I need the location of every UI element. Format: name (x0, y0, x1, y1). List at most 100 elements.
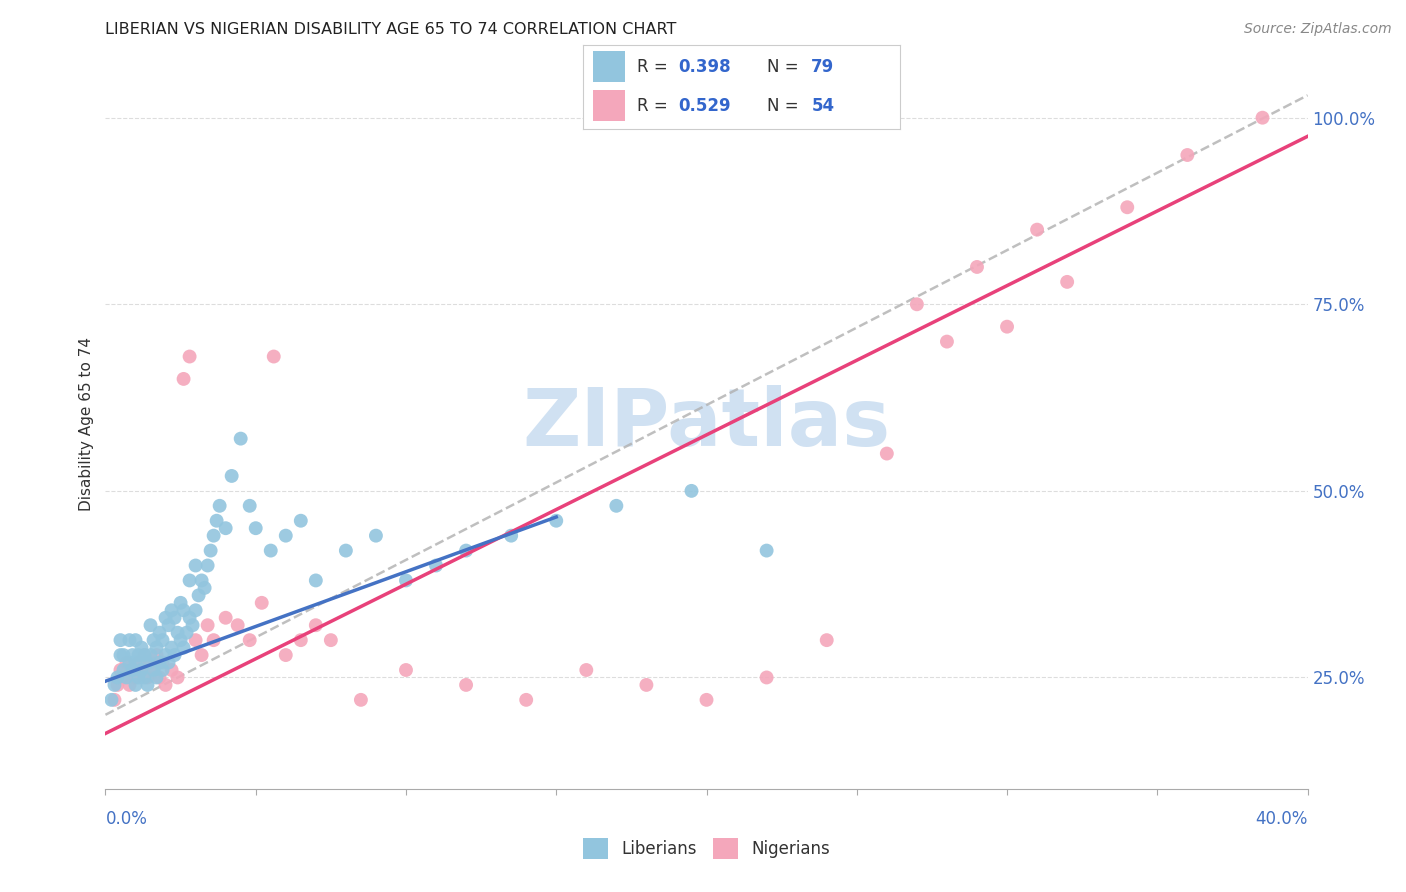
Point (226, 618, 249, 632)
Y-axis label: Disability Age 65 to 74: Disability Age 65 to 74 (79, 336, 94, 511)
Point (124, 670, 146, 684)
Text: N =: N = (768, 58, 804, 76)
Point (142, 663, 165, 677)
Point (454, 678, 477, 692)
Point (152, 633, 174, 648)
Point (905, 297, 928, 311)
Point (184, 558, 207, 573)
Point (173, 640, 195, 655)
Point (107, 670, 129, 684)
Point (139, 648, 162, 662)
Text: ZIPatlas: ZIPatlas (523, 384, 890, 463)
Point (128, 648, 150, 662)
Point (636, 678, 658, 692)
Point (395, 663, 418, 677)
Point (160, 603, 183, 617)
Point (121, 648, 143, 662)
Point (142, 663, 165, 677)
Point (112, 670, 135, 684)
Point (194, 581, 217, 595)
Point (145, 648, 167, 662)
Point (239, 499, 262, 513)
Point (1175, 148, 1198, 162)
Bar (593, 52, 624, 82)
Point (190, 648, 212, 662)
Point (148, 625, 170, 640)
Point (139, 656, 162, 670)
Text: LIBERIAN VS NIGERIAN DISABILITY AGE 65 TO 74 CORRELATION CHART: LIBERIAN VS NIGERIAN DISABILITY AGE 65 T… (105, 22, 676, 37)
Point (319, 633, 342, 648)
Text: 40.0%: 40.0% (1256, 810, 1308, 828)
Point (936, 334, 959, 349)
Point (173, 372, 195, 386)
Point (696, 693, 718, 707)
Point (221, 469, 243, 483)
Point (214, 521, 236, 535)
Point (155, 648, 177, 662)
Point (995, 319, 1018, 334)
Point (148, 670, 170, 684)
Point (160, 663, 183, 677)
Point (112, 663, 135, 677)
Point (200, 543, 222, 558)
Point (290, 633, 312, 648)
Point (184, 633, 207, 648)
Point (145, 670, 167, 684)
Point (214, 611, 236, 625)
Point (103, 678, 125, 692)
Point (208, 499, 231, 513)
Point (136, 678, 159, 692)
Text: Source: ZipAtlas.com: Source: ZipAtlas.com (1244, 22, 1392, 37)
Text: R =: R = (637, 58, 673, 76)
Point (205, 514, 228, 528)
Point (350, 693, 373, 707)
Point (169, 633, 191, 648)
Point (128, 656, 150, 670)
Point (148, 656, 170, 670)
Point (263, 350, 285, 364)
Point (118, 633, 141, 648)
Point (176, 625, 198, 640)
Point (260, 543, 283, 558)
Point (454, 543, 477, 558)
Point (136, 670, 159, 684)
Point (290, 514, 312, 528)
Point (121, 663, 143, 677)
Point (163, 648, 186, 662)
Point (239, 633, 262, 648)
Point (395, 574, 418, 588)
Point (197, 558, 219, 573)
Point (190, 574, 212, 588)
Legend: Liberians, Nigerians: Liberians, Nigerians (576, 831, 837, 865)
Point (142, 633, 165, 648)
Point (110, 663, 132, 677)
Point (966, 260, 988, 274)
Point (157, 656, 180, 670)
Point (131, 663, 153, 677)
Point (815, 633, 838, 648)
Point (160, 640, 183, 655)
Point (124, 633, 146, 648)
Point (197, 618, 219, 632)
Point (169, 596, 191, 610)
Point (1056, 275, 1078, 289)
Point (155, 678, 177, 692)
Point (245, 521, 267, 535)
Point (173, 603, 195, 617)
Point (681, 483, 703, 498)
Point (118, 678, 141, 692)
Point (179, 611, 201, 625)
Bar (593, 90, 624, 120)
Point (131, 640, 153, 655)
Point (546, 514, 568, 528)
Point (166, 670, 188, 684)
Point (163, 611, 186, 625)
Point (131, 663, 153, 677)
Text: 0.529: 0.529 (678, 96, 731, 114)
Point (134, 648, 156, 662)
Text: 0.398: 0.398 (678, 58, 731, 76)
Point (425, 558, 447, 573)
Point (184, 603, 207, 617)
Point (136, 656, 159, 670)
Point (107, 678, 129, 692)
